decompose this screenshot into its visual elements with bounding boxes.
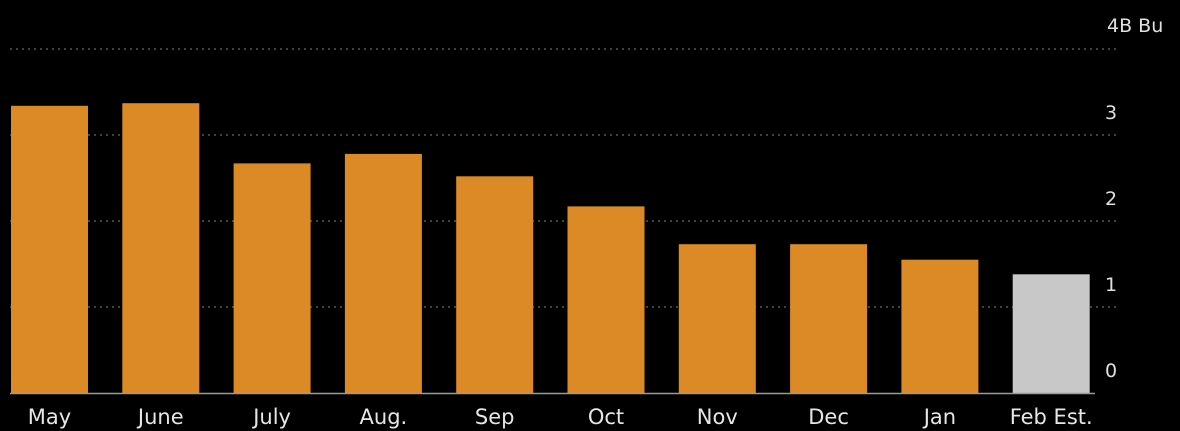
y-tick-label: 0 [1105,360,1117,382]
bar-may [11,105,88,394]
y-tick-label: 2 [1105,188,1117,210]
bar-aug [344,153,422,393]
x-category-label: May [28,405,71,429]
bar-jan [901,259,979,393]
bar-june [122,103,200,393]
bars [11,103,1090,394]
x-category-label: Feb Est. [1010,405,1093,429]
x-category-label: Aug. [360,405,408,429]
bar-oct [567,206,645,393]
x-category-label: Sep [475,405,515,429]
bar-feb-est [1012,274,1090,393]
x-category-label: July [251,405,291,429]
x-category-label: Oct [588,405,624,429]
bar-sep [456,176,534,393]
y-axis-ticks: 0 1 2 3 4B Bu [1105,15,1163,382]
y-tick-label: 3 [1105,102,1117,124]
x-category-label: Dec [808,405,849,429]
bar-dec [790,244,868,393]
x-category-label: June [136,405,184,429]
gridlines [10,48,1118,308]
y-tick-label: 1 [1105,274,1117,296]
y-tick-label: 4B Bu [1107,15,1163,37]
x-category-label: Nov [697,405,738,429]
bar-nov [678,244,756,393]
x-category-label: Jan [922,405,956,429]
x-axis-categories: May June July Aug. Sep Oct Nov Dec Jan Feb Est. [28,405,1093,429]
bar-july [233,163,311,393]
